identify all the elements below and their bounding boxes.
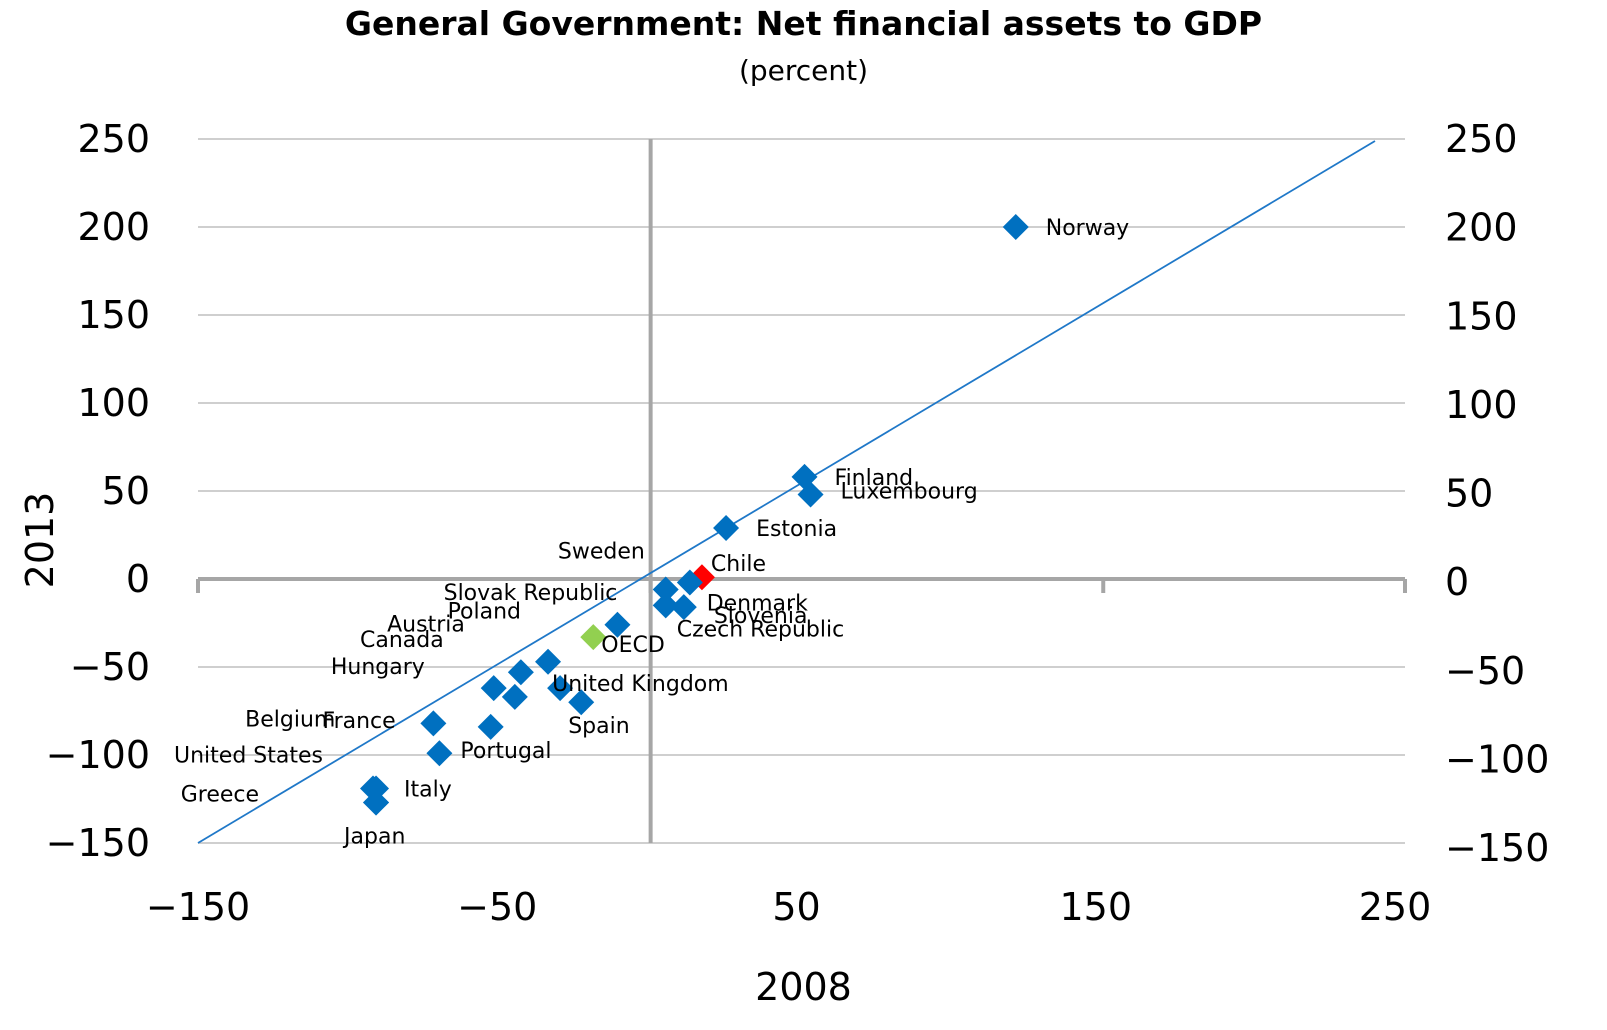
data-point xyxy=(713,514,740,541)
data-point xyxy=(507,659,534,686)
y-tick-label-right: 200 xyxy=(1445,206,1518,250)
y-tick-label-right: 150 xyxy=(1445,294,1518,338)
reference-line xyxy=(197,140,1376,844)
y-tick-label-right: −150 xyxy=(1445,826,1549,870)
y-tick-label-left: 50 xyxy=(102,469,150,513)
y-tick-label-right: 100 xyxy=(1445,383,1518,427)
x-tick-label: 50 xyxy=(772,885,820,929)
data-point xyxy=(426,740,453,767)
point-label: Denmark xyxy=(707,592,808,617)
data-point xyxy=(568,689,595,716)
y-tick-label-left: 250 xyxy=(77,117,150,161)
point-label: Portugal xyxy=(460,739,551,764)
point-label: Belgium xyxy=(245,707,335,732)
point-label: Poland xyxy=(448,600,521,625)
chart-subtitle: (percent) xyxy=(738,54,869,87)
point-label: United States xyxy=(174,743,323,768)
data-point xyxy=(670,594,697,621)
data-point xyxy=(652,592,679,619)
y-axis-label: 2013 xyxy=(18,491,62,589)
point-label: Slovenia xyxy=(714,604,808,629)
data-point xyxy=(501,683,528,710)
x-tick-label: 150 xyxy=(1059,885,1132,929)
y-tick-label-left: 0 xyxy=(126,557,150,601)
point-label: Chile xyxy=(711,552,766,577)
point-label: Luxembourg xyxy=(841,480,978,505)
point-label: Sweden xyxy=(558,540,645,565)
y-tick-label-left: −150 xyxy=(46,821,150,865)
point-label: Japan xyxy=(342,825,405,850)
y-tick-label-left: −100 xyxy=(46,733,150,777)
data-point xyxy=(535,648,562,675)
data-point xyxy=(1002,214,1029,240)
point-label: Spain xyxy=(568,714,629,739)
y-tick-label-left: 100 xyxy=(77,381,150,425)
y-tick-label-right: 0 xyxy=(1445,560,1469,604)
data-point xyxy=(797,481,824,508)
y-tick-label-right: −100 xyxy=(1445,737,1549,781)
data-point xyxy=(604,611,631,638)
point-label: France xyxy=(323,709,396,734)
point-label: Estonia xyxy=(756,517,837,542)
point-label: Hungary xyxy=(331,655,425,680)
y-tick-label-right: 250 xyxy=(1445,117,1518,161)
data-point xyxy=(477,713,504,740)
point-label: Italy xyxy=(404,777,452,802)
point-label: Norway xyxy=(1046,216,1129,241)
data-point xyxy=(480,675,507,702)
y-tick-label-left: 200 xyxy=(77,205,150,249)
data-point xyxy=(363,789,390,816)
point-label: Austria xyxy=(387,612,465,637)
x-axis-label: 2008 xyxy=(755,965,852,1009)
point-label: OECD xyxy=(601,633,665,658)
chart-title: General Government: Net financial assets… xyxy=(344,4,1263,43)
y-tick-label-right: −50 xyxy=(1445,649,1525,693)
point-label: Slovak Republic xyxy=(444,581,618,606)
x-tick-label: 250 xyxy=(1359,885,1432,929)
data-point xyxy=(420,710,447,737)
data-point xyxy=(580,624,607,651)
point-label: Finland xyxy=(835,466,914,491)
data-point xyxy=(363,775,390,802)
y-tick-label-left: −50 xyxy=(70,645,150,689)
x-tick-label: −150 xyxy=(146,885,250,929)
point-label: Greece xyxy=(181,783,259,808)
point-label: Czech Republic xyxy=(677,617,845,642)
data-point xyxy=(547,675,574,702)
data-point xyxy=(676,569,703,596)
y-tick-label-left: 150 xyxy=(77,293,150,337)
point-label: Canada xyxy=(360,628,444,653)
point-label: United Kingdom xyxy=(552,672,729,697)
data-point xyxy=(652,576,679,603)
y-tick-label-right: 50 xyxy=(1445,472,1493,516)
x-tick-label: −50 xyxy=(457,885,537,929)
